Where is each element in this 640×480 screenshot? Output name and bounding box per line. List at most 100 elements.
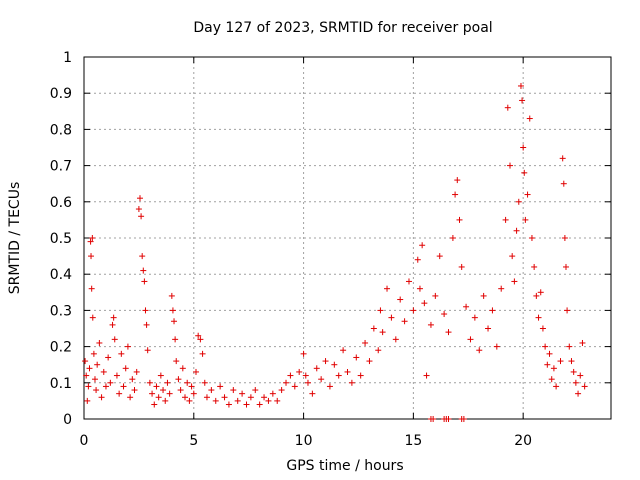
data-point (432, 292, 439, 299)
data-point (138, 213, 145, 220)
data-point (217, 383, 224, 390)
x-tick-label: 20 (514, 433, 532, 449)
data-point (570, 368, 577, 375)
data-point (151, 401, 158, 408)
data-point (98, 394, 105, 401)
data-point (94, 361, 101, 368)
data-point (136, 195, 143, 202)
data-point (460, 416, 467, 422)
data-point (296, 368, 303, 375)
y-tick-label: 0.8 (50, 122, 72, 138)
data-point (430, 416, 437, 422)
x-tick-label: 15 (404, 433, 422, 449)
data-point (528, 235, 535, 241)
data-point (522, 216, 529, 223)
data-point (166, 390, 173, 397)
data-point (388, 314, 395, 321)
data-point (175, 376, 182, 383)
data-point (362, 339, 369, 346)
data-point (139, 253, 146, 260)
data-point (421, 300, 428, 307)
data-point (201, 379, 208, 386)
y-tick-label: 0.2 (50, 340, 72, 356)
data-point (300, 350, 307, 357)
data-point (520, 144, 527, 151)
data-point (186, 397, 193, 404)
data-point (384, 285, 391, 292)
data-point (566, 343, 573, 350)
data-point (143, 321, 150, 328)
data-point (553, 383, 560, 390)
data-point (318, 376, 325, 383)
chart-title: Day 127 of 2023, SRMTID for receiver poa… (193, 20, 492, 36)
y-axis-label: SRMTID / TECUs (7, 182, 23, 295)
data-point (88, 253, 95, 260)
data-point (247, 394, 254, 401)
data-point (568, 358, 575, 365)
data-point (120, 383, 127, 390)
data-point (197, 336, 204, 343)
data-point (140, 267, 147, 274)
data-point (458, 263, 465, 270)
data-point (441, 311, 448, 318)
x-tick-label: 5 (189, 433, 198, 449)
data-point (82, 358, 89, 365)
data-point (127, 394, 134, 401)
data-point (261, 394, 268, 401)
data-point (533, 292, 540, 299)
y-tick-label: 0 (63, 412, 72, 428)
y-tick-label: 0.5 (50, 231, 72, 247)
data-point (212, 397, 219, 404)
data-point (517, 82, 524, 89)
data-point (283, 379, 290, 386)
data-point (109, 321, 116, 328)
data-point (93, 387, 100, 394)
data-point (546, 350, 553, 357)
x-tick-label: 10 (295, 433, 313, 449)
data-points (82, 82, 588, 422)
data-point (452, 191, 459, 198)
data-point (405, 278, 412, 285)
data-point (256, 401, 263, 408)
data-point (110, 314, 117, 321)
x-tick-label: 0 (80, 433, 89, 449)
data-point (86, 365, 93, 372)
data-point (265, 397, 272, 404)
data-point (542, 343, 549, 350)
data-point (177, 387, 184, 394)
y-tick-label: 0.3 (50, 303, 72, 319)
data-point (173, 358, 180, 365)
data-point (116, 390, 123, 397)
data-point (401, 318, 408, 325)
data-point (164, 379, 171, 386)
data-point (195, 332, 202, 339)
data-point (370, 325, 377, 332)
data-point (85, 383, 92, 390)
data-point (309, 390, 316, 397)
data-point (243, 401, 250, 408)
data-point (471, 314, 478, 321)
y-tick-label: 0.7 (50, 159, 72, 175)
data-point (326, 383, 333, 390)
data-point (221, 394, 228, 401)
data-point (476, 347, 483, 354)
data-point (519, 97, 526, 104)
data-point (302, 372, 309, 379)
data-point (449, 235, 456, 241)
data-point (141, 278, 148, 285)
data-point (149, 390, 156, 397)
data-point (427, 321, 434, 328)
data-point (581, 383, 588, 390)
data-point (252, 387, 259, 394)
data-point (572, 379, 579, 386)
data-point (287, 372, 294, 379)
data-point (397, 296, 404, 303)
data-point (133, 368, 140, 375)
data-point (493, 343, 500, 350)
data-point (506, 162, 513, 169)
data-point (550, 365, 557, 372)
data-point (419, 242, 426, 249)
data-point (90, 350, 97, 357)
data-point (203, 394, 210, 401)
